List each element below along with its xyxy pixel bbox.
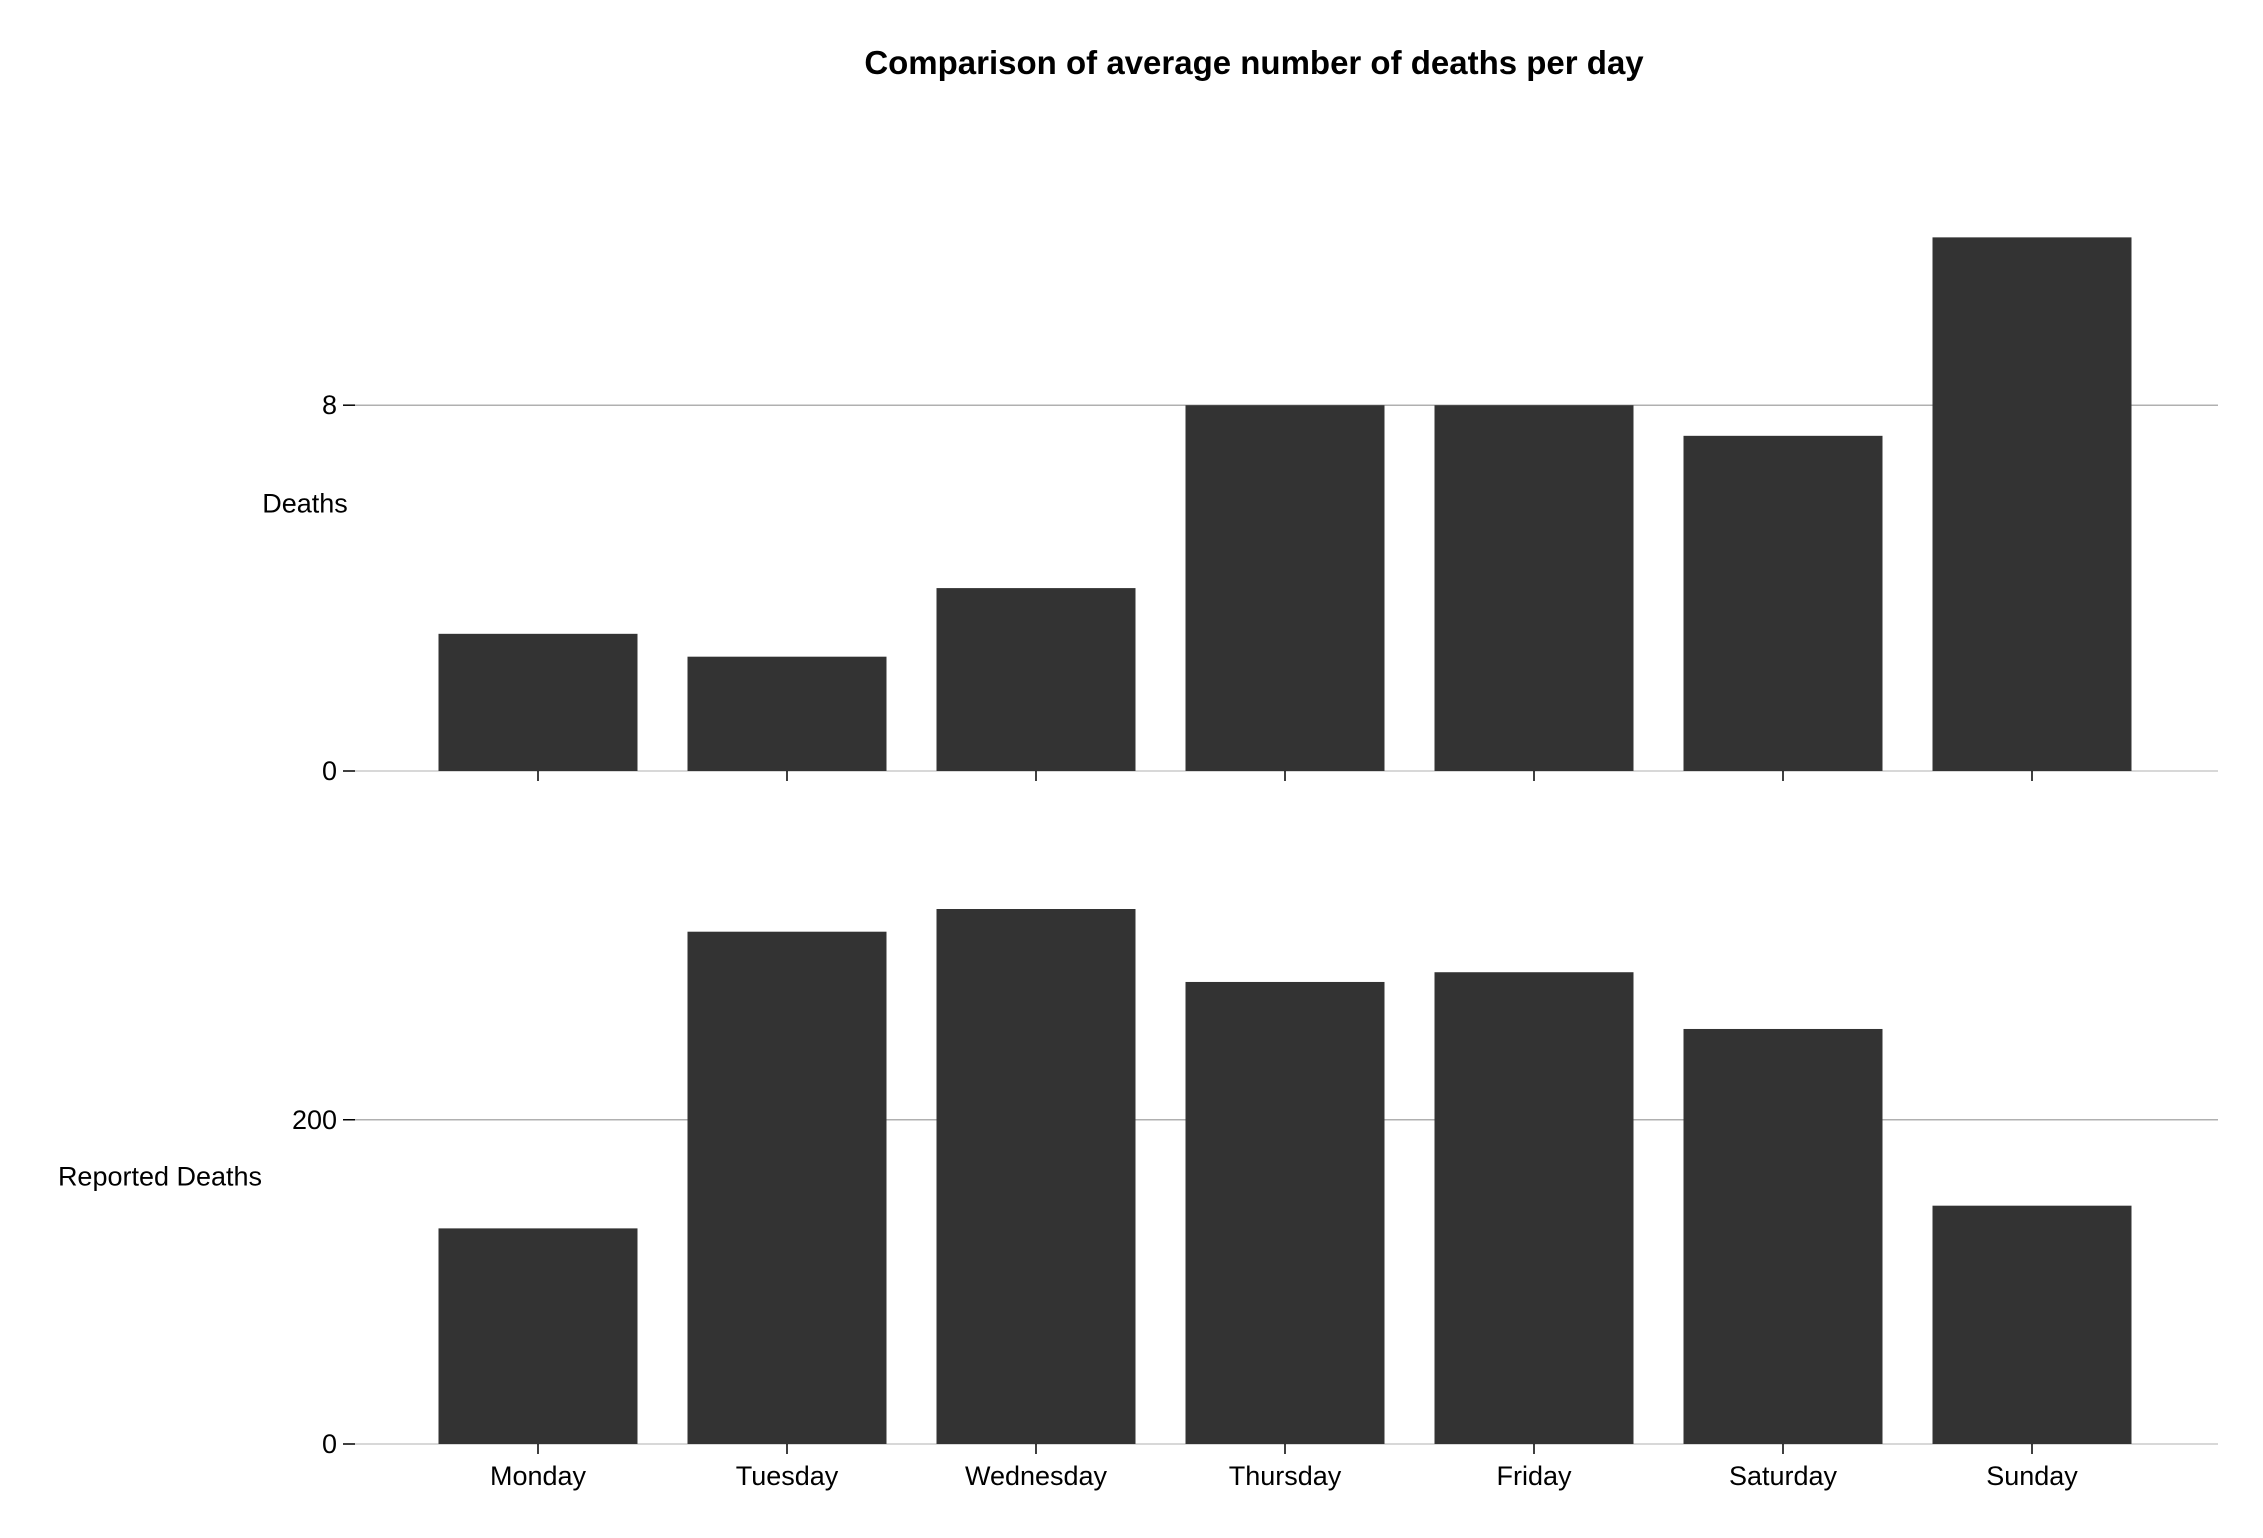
y-tick-label: 8 <box>322 390 337 420</box>
bar-monday <box>438 633 638 771</box>
y-axis-label: Reported Deaths <box>58 1162 262 1192</box>
x-tick-label: Friday <box>1496 1461 1572 1491</box>
y-tick-label: 0 <box>322 756 337 786</box>
bar-sunday <box>1932 1205 2132 1444</box>
bar-friday <box>1434 405 1634 771</box>
y-tick-label: 0 <box>322 1429 337 1459</box>
x-tick-label: Saturday <box>1729 1461 1838 1491</box>
x-tick-label: Tuesday <box>736 1461 839 1491</box>
x-tick-label: Sunday <box>1986 1461 2078 1491</box>
bar-thursday <box>1185 981 1385 1444</box>
bar-tuesday <box>687 931 887 1444</box>
y-tick-label: 200 <box>292 1105 337 1135</box>
y-axis-label: Deaths <box>262 489 348 519</box>
panel-1: 0 8 Deaths <box>262 237 2218 786</box>
bar-tuesday <box>687 656 887 771</box>
bar-thursday <box>1185 405 1385 771</box>
panel-2: 0 200 Reported Deaths Monday Tuesday Wednesda… <box>58 909 2218 1491</box>
x-tick-label: Wednesday <box>965 1461 1108 1491</box>
bar-sunday <box>1932 237 2132 771</box>
x-tick-label: Thursday <box>1229 1461 1342 1491</box>
bar-wednesday <box>936 588 1136 771</box>
bar-monday <box>438 1228 638 1444</box>
bar-saturday <box>1683 1028 1883 1444</box>
bar-saturday <box>1683 435 1883 771</box>
bar-friday <box>1434 972 1634 1444</box>
chart-title: Comparison of average number of deaths p… <box>864 44 1644 81</box>
bar-wednesday <box>936 909 1136 1444</box>
x-tick-label: Monday <box>490 1461 587 1491</box>
